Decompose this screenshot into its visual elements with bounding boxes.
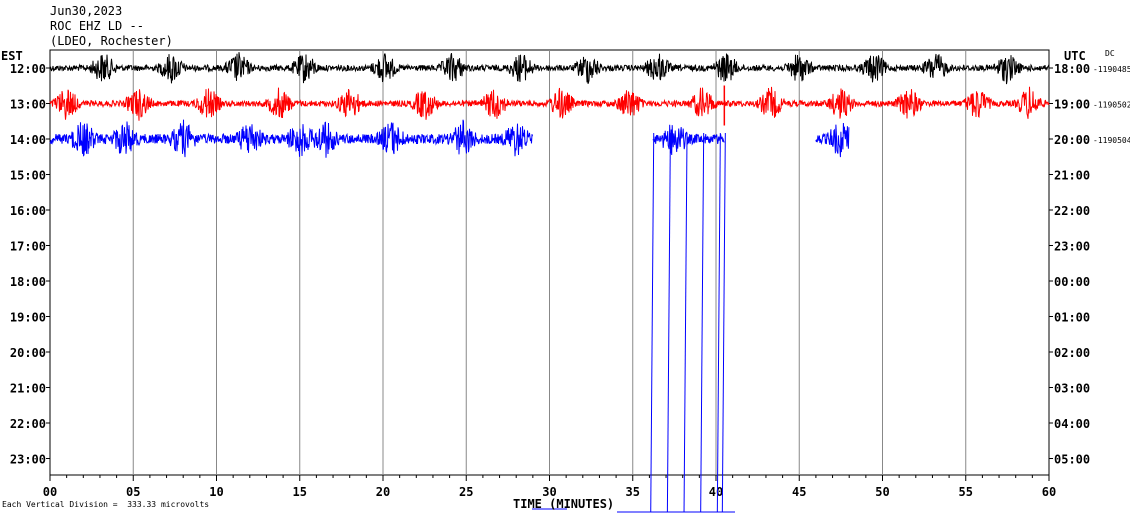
left-time-label: 14:00 [10, 133, 46, 147]
x-axis-label: TIME (MINUTES) [513, 497, 615, 511]
trace-spike [700, 132, 705, 513]
x-tick-label: 45 [792, 485, 806, 499]
trace-spike [666, 132, 671, 513]
left-time-label: 21:00 [10, 382, 46, 396]
x-tick-label: 05 [126, 485, 140, 499]
right-time-label: 20:00 [1054, 133, 1090, 147]
left-time-label: 19:00 [10, 311, 46, 325]
right-time-label: 18:00 [1054, 62, 1090, 76]
right-timezone-label: UTC [1064, 49, 1086, 63]
left-timezone-label: EST [1, 49, 23, 63]
dc-offset-label: -1190485 [1093, 65, 1130, 74]
right-time-label: 02:00 [1054, 346, 1090, 360]
x-tick-label: 10 [209, 485, 223, 499]
seismic-trace [49, 52, 1050, 85]
x-tick-label: 40 [709, 485, 723, 499]
left-time-label: 22:00 [10, 417, 46, 431]
left-time-label: 12:00 [10, 62, 46, 76]
header: Jun30,2023 ROC EHZ LD -- (LDEO, Rocheste… [50, 4, 173, 49]
seismic-trace [49, 86, 1050, 121]
right-time-label: 21:00 [1054, 169, 1090, 183]
right-time-label: 22:00 [1054, 204, 1090, 218]
trace-spike [721, 132, 726, 513]
dc-offset-label: -1190502 [1093, 101, 1130, 110]
left-time-label: 17:00 [10, 240, 46, 254]
right-time-label: 23:00 [1054, 240, 1090, 254]
seismic-trace [652, 124, 725, 156]
right-time-label: 01:00 [1054, 311, 1090, 325]
left-time-label: 20:00 [10, 346, 46, 360]
x-tick-label: 20 [376, 485, 390, 499]
trace-spike [650, 132, 655, 513]
dc-label: DC [1105, 49, 1115, 58]
right-time-label: 19:00 [1054, 98, 1090, 112]
left-time-label: 13:00 [10, 98, 46, 112]
x-tick-label: 55 [959, 485, 973, 499]
left-time-label: 18:00 [10, 275, 46, 289]
trace-spike [683, 132, 688, 513]
right-time-label: 04:00 [1054, 417, 1090, 431]
seismic-trace [49, 119, 533, 158]
x-tick-label: 30 [542, 485, 556, 499]
right-time-label: 03:00 [1054, 382, 1090, 396]
right-time-label: 00:00 [1054, 275, 1090, 289]
network-label: (LDEO, Rochester) [50, 34, 173, 48]
date-label: Jun30,2023 [50, 4, 123, 18]
left-time-label: 23:00 [10, 453, 46, 467]
scale-note: Each Vertical Division = 333.33 microvol… [2, 500, 210, 509]
x-tick-label: 50 [875, 485, 889, 499]
dc-offset-label: -1190504 [1093, 136, 1130, 145]
x-tick-label: 15 [293, 485, 307, 499]
left-time-label: 15:00 [10, 169, 46, 183]
x-tick-label: 25 [459, 485, 473, 499]
x-tick-label: 00 [43, 485, 57, 499]
seismic-trace [815, 122, 850, 158]
right-time-label: 05:00 [1054, 453, 1090, 467]
station-label: ROC EHZ LD -- [50, 19, 144, 33]
x-tick-label: 60 [1042, 485, 1056, 499]
left-time-label: 16:00 [10, 204, 46, 218]
trace-spike [716, 132, 721, 513]
x-tick-label: 35 [626, 485, 640, 499]
